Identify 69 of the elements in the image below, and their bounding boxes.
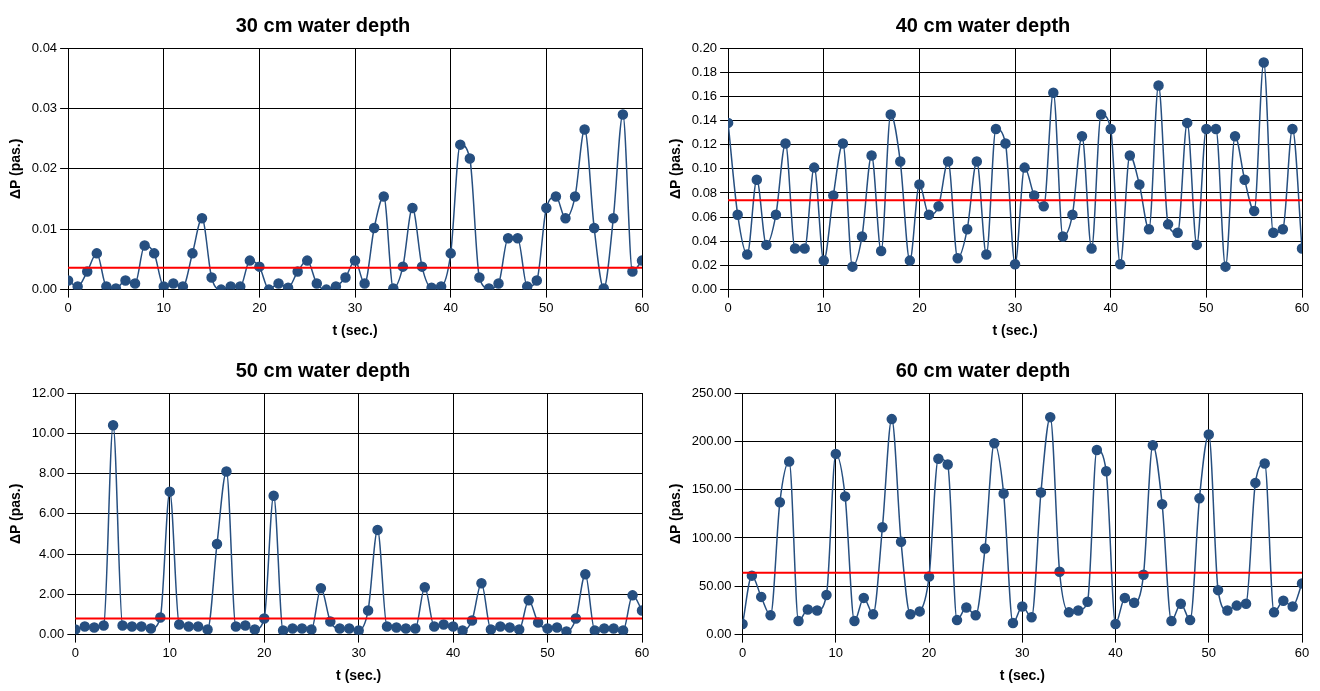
y-tick-label: 0.03 [31, 99, 58, 115]
x-tick-label: 40 [443, 299, 458, 315]
x-tick-label: 60 [634, 299, 650, 315]
y-tick-label: 0.14 [691, 112, 718, 128]
chart-title: 30 cm water depth [235, 13, 411, 36]
x-tick-label: 30 [1007, 299, 1023, 315]
y-tick-label: 0.02 [691, 257, 718, 273]
y-tick-label: 0.10 [691, 160, 718, 176]
y-tick-label: 50.00 [699, 577, 732, 593]
y-tick-label: 2.00 [39, 585, 65, 601]
x-tick-label: 10 [156, 299, 171, 315]
y-tick-label: 0.06 [691, 208, 718, 224]
y-tick-label: 12.00 [31, 384, 65, 400]
y-tick-label: 0.18 [691, 63, 718, 79]
x-tick-label: 50 [540, 644, 555, 660]
x-tick-label: 0 [738, 644, 747, 660]
y-tick-label: 0.04 [31, 39, 58, 55]
x-tick-label: 10 [162, 644, 178, 660]
y-tick-label: 200.00 [691, 432, 732, 448]
y-tick-label: 150.00 [691, 481, 732, 497]
x-tick-label: 30 [347, 299, 363, 315]
y-tick-label: 0.02 [31, 160, 58, 176]
x-tick-label: 60 [1294, 644, 1310, 660]
y-axis-title: ΔP (pas.) [667, 138, 684, 199]
y-axis-title: ΔP (pas.) [7, 483, 24, 544]
x-tick-label: 10 [828, 644, 844, 660]
y-tick-label: 0.12 [691, 136, 718, 152]
x-axis-title: t (sec.) [992, 322, 1038, 339]
x-tick-label: 40 [1103, 299, 1118, 315]
y-tick-label: 0.20 [691, 39, 718, 55]
y-axis-title: ΔP (pas.) [7, 138, 24, 199]
y-tick-label: 0.00 [39, 626, 65, 642]
y-tick-label: 0.00 [31, 281, 58, 297]
y-tick-label: 0.01 [31, 220, 58, 236]
x-tick-label: 60 [1294, 299, 1310, 315]
chart-title: 40 cm water depth [895, 13, 1071, 36]
y-axis-title: ΔP (pas.) [667, 483, 684, 544]
x-tick-label: 40 [445, 644, 461, 660]
x-tick-label: 10 [816, 299, 831, 315]
y-tick-label: 8.00 [39, 465, 65, 481]
x-axis-title: t (sec.) [336, 667, 382, 684]
x-axis-title: t (sec.) [332, 322, 378, 339]
x-tick-label: 50 [539, 299, 554, 315]
x-tick-label: 50 [1201, 644, 1216, 660]
x-axis-title: t (sec.) [999, 667, 1045, 684]
y-tick-label: 100.00 [691, 529, 732, 545]
x-tick-label: 20 [252, 299, 267, 315]
y-tick-label: 0.08 [691, 184, 718, 200]
y-tick-label: 6.00 [39, 505, 65, 521]
y-tick-label: 0.04 [691, 232, 718, 248]
x-tick-label: 0 [64, 299, 72, 315]
x-tick-label: 30 [351, 644, 366, 660]
y-tick-label: 10.00 [31, 424, 65, 440]
y-tick-label: 0.00 [706, 626, 732, 642]
x-tick-label: 60 [634, 644, 650, 660]
y-tick-label: 250.00 [691, 384, 732, 400]
x-tick-label: 20 [921, 644, 937, 660]
x-tick-label: 50 [1199, 299, 1214, 315]
x-tick-label: 0 [71, 644, 79, 660]
chart-title: 60 cm water depth [895, 358, 1071, 381]
x-tick-label: 0 [724, 299, 732, 315]
chart-title: 50 cm water depth [235, 358, 411, 381]
y-tick-label: 4.00 [39, 545, 65, 561]
x-tick-label: 40 [1108, 644, 1123, 660]
x-tick-label: 30 [1015, 644, 1030, 660]
x-tick-label: 20 [912, 299, 927, 315]
x-tick-label: 20 [256, 644, 272, 660]
y-tick-label: 0.16 [691, 87, 718, 103]
y-tick-label: 0.00 [691, 281, 718, 297]
